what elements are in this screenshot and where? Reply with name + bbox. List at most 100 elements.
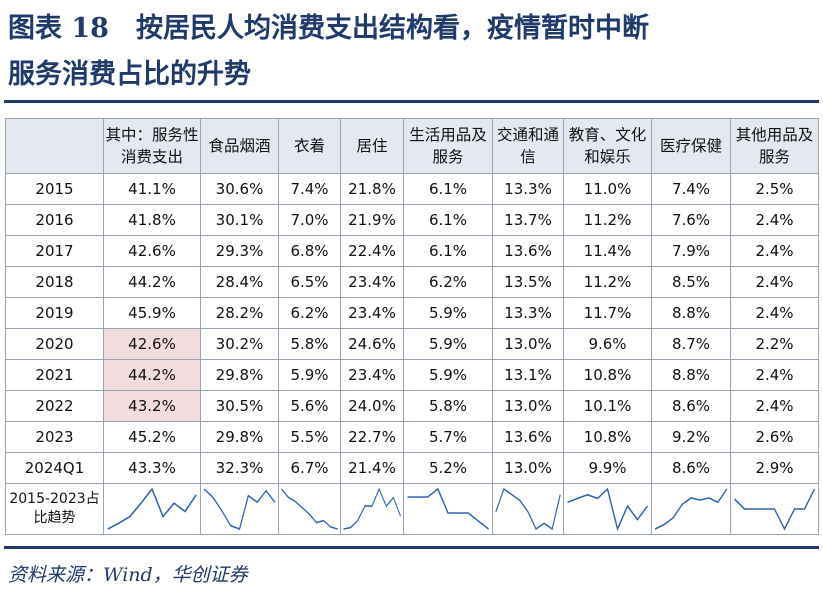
table-cell: 11.4% [563, 235, 652, 267]
sparkline [281, 488, 338, 530]
table-row: 2016 41.8% 30.1% 7.0% 21.9% 6.1% 13.7% 11.2% 7.6… [5, 204, 819, 236]
sparkline-cell [563, 483, 652, 535]
table-cell: 13.0% [492, 328, 564, 360]
sparkline-line [107, 487, 197, 530]
row-year: 2017 [5, 235, 104, 267]
table-row: 2018 44.2% 28.4% 6.5% 23.4% 6.2% 13.5% 11.2% 8.5… [5, 266, 819, 298]
sparkline-cell [651, 483, 731, 535]
table-cell: 8.6% [651, 452, 731, 484]
table-cell: 29.8% [200, 359, 279, 391]
figure-title: 图表 18 按居民人均消费支出结构看，疫情暂时中断 服务消费占比的升势 [8, 6, 818, 98]
table-cell: 13.6% [492, 235, 564, 267]
consumption-structure-table: 其中：服务性消费支出 食品烟酒 衣着 居住 生活用品及服务 交通和通信 教育、文… [5, 118, 819, 535]
table-cell: 13.5% [492, 266, 564, 298]
table-cell: 8.6% [651, 390, 731, 422]
table-cell: 10.8% [563, 421, 652, 453]
table-body: 2015 41.1% 30.6% 7.4% 21.8% 6.1% 13.3% 11.0% 7.4… [5, 173, 819, 535]
table-cell: 8.5% [651, 266, 731, 298]
sparkline-cell [403, 483, 493, 535]
table-cell: 2.4% [730, 359, 819, 391]
table-cell: 13.0% [492, 390, 564, 422]
row-year: 2015 [5, 173, 104, 205]
table-row: 2017 42.6% 29.3% 6.8% 22.4% 6.1% 13.6% 11.4% 7.9… [5, 235, 819, 267]
table-cell: 41.1% [103, 173, 201, 205]
sparkline-line [654, 488, 728, 530]
table-cell: 11.7% [563, 297, 652, 329]
table-cell: 2.4% [730, 266, 819, 298]
table-cell: 13.7% [492, 204, 564, 236]
table-cell: 5.9% [403, 297, 493, 329]
title-line-1: 图表 18 按居民人均消费支出结构看，疫情暂时中断 [8, 13, 649, 44]
table-cell: 32.3% [200, 452, 279, 484]
sparkline-line [567, 487, 649, 532]
table-cell: 42.6% [103, 235, 201, 267]
sparkline [734, 488, 816, 531]
table-cell: 21.4% [340, 452, 404, 484]
table-cell: 8.8% [651, 297, 731, 329]
title-line-2: 服务消费占比的升势 [8, 59, 251, 90]
sparkline-line [203, 488, 276, 530]
header-household: 生活用品及服务 [403, 118, 493, 174]
table-row: 2022 43.2% 30.5% 5.6% 24.0% 5.8% 13.0% 10.1% 8.6… [5, 390, 819, 422]
sparkline [203, 488, 276, 530]
table-row: 2015 41.1% 30.6% 7.4% 21.8% 6.1% 13.3% 11.0% 7.4… [5, 173, 819, 205]
table-row: 2020 42.6% 30.2% 5.8% 24.6% 5.9% 13.0% 9.6% 8.7%… [5, 328, 819, 360]
table-cell: 2.4% [730, 297, 819, 329]
table-cell: 24.0% [340, 390, 404, 422]
table-cell: 22.4% [340, 235, 404, 267]
header-medical: 医疗保健 [651, 118, 731, 174]
row-year: 2022 [5, 390, 104, 422]
table-cell: 24.6% [340, 328, 404, 360]
table-cell: 29.3% [200, 235, 279, 267]
table-cell: 8.8% [651, 359, 731, 391]
table-cell: 44.2% [103, 266, 201, 298]
table-cell: 10.1% [563, 390, 652, 422]
sparkline [107, 487, 197, 530]
table-cell: 22.7% [340, 421, 404, 453]
table-cell: 41.8% [103, 204, 201, 236]
table-cell: 23.4% [340, 297, 404, 329]
table-cell: 30.5% [200, 390, 279, 422]
source-note: 资料来源：Wind，华创证券 [8, 564, 248, 586]
row-year: 2021 [5, 359, 104, 391]
table-cell: 21.9% [340, 204, 404, 236]
table-row: 2019 45.9% 28.2% 6.2% 23.4% 5.9% 13.3% 11.7% 8.8… [5, 297, 819, 329]
row-year: 2018 [5, 266, 104, 298]
table-cell: 45.9% [103, 297, 201, 329]
table-cell: 7.4% [651, 173, 731, 205]
table-cell: 6.2% [403, 266, 493, 298]
bottom-rule [4, 546, 819, 549]
sparkline-line [407, 487, 489, 530]
sparkline-cell [200, 483, 279, 535]
table-cell: 5.9% [278, 359, 341, 391]
table-cell: 2.4% [730, 390, 819, 422]
table-cell: 28.4% [200, 266, 279, 298]
title-rule [4, 100, 819, 103]
table-cell: 30.1% [200, 204, 279, 236]
table-cell: 13.3% [492, 297, 564, 329]
table-cell: 9.6% [563, 328, 652, 360]
sparkline-cell [103, 483, 201, 535]
table-cell: 2.9% [730, 452, 819, 484]
sparkline-line [343, 487, 401, 530]
sparkline [343, 487, 401, 530]
sparkline-cell [492, 483, 564, 535]
table-cell: 7.0% [278, 204, 341, 236]
table-cell: 44.2% [103, 359, 201, 391]
table-cell: 5.7% [403, 421, 493, 453]
table-cell: 5.5% [278, 421, 341, 453]
table-cell: 2.4% [730, 204, 819, 236]
sparkline-cell [730, 483, 819, 535]
table-cell: 7.4% [278, 173, 341, 205]
table-cell: 5.8% [403, 390, 493, 422]
table-cell: 2.6% [730, 421, 819, 453]
table-cell: 23.4% [340, 266, 404, 298]
table-cell: 13.0% [492, 452, 564, 484]
sparkline [407, 487, 489, 530]
header-housing: 居住 [340, 118, 404, 174]
table-cell: 2.4% [730, 235, 819, 267]
table-cell: 42.6% [103, 328, 201, 360]
table-cell: 6.1% [403, 204, 493, 236]
sparkline [654, 488, 728, 530]
consumption-table-container: 其中：服务性消费支出 食品烟酒 衣着 居住 生活用品及服务 交通和通信 教育、文… [5, 118, 819, 535]
